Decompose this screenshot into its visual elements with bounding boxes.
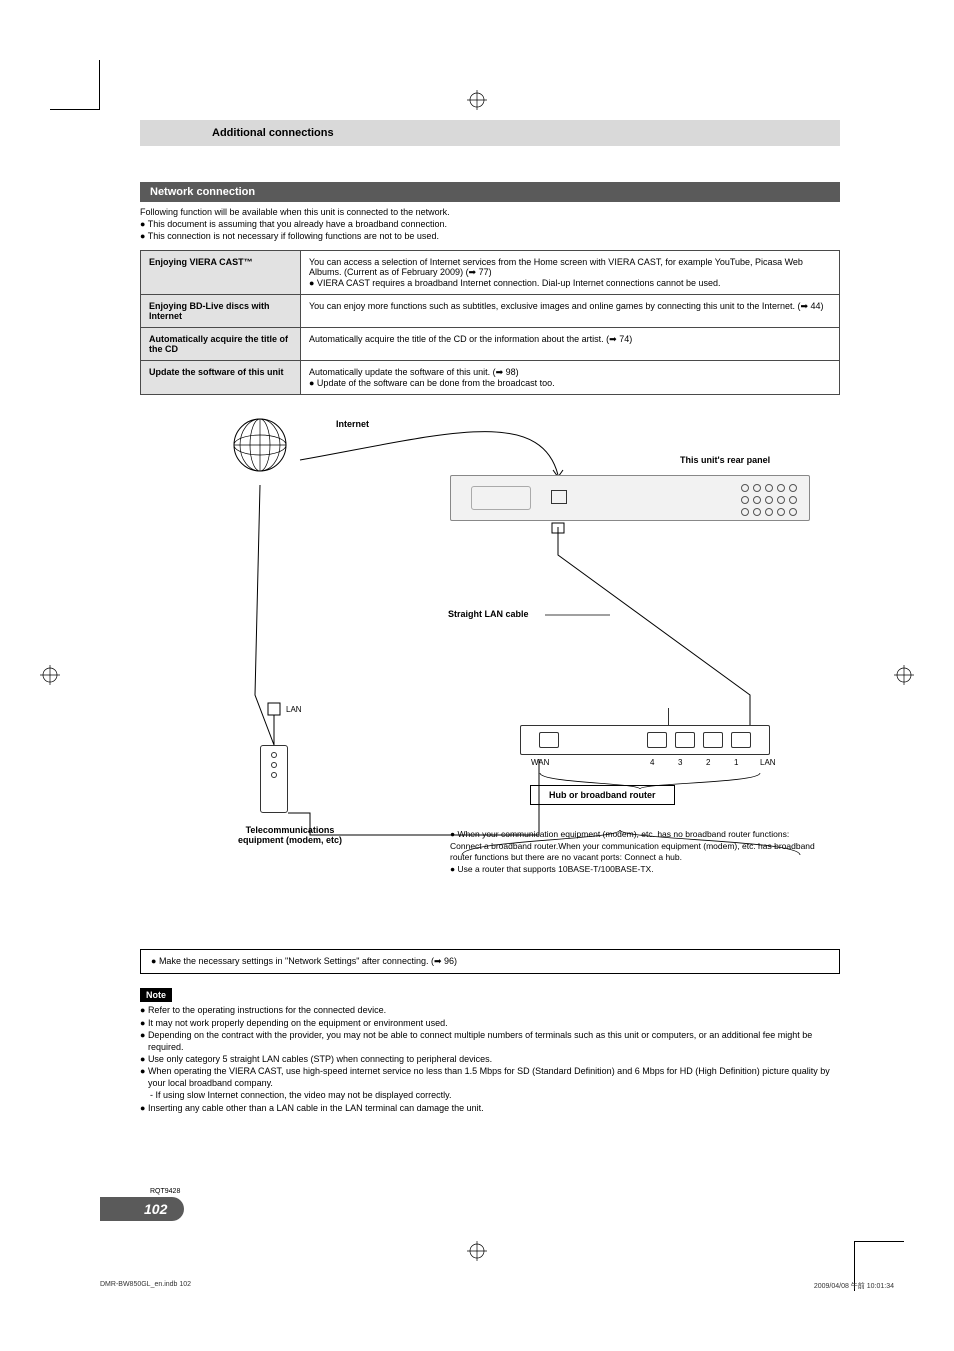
feature-body: You can access a selection of Internet s… xyxy=(301,251,840,295)
intro-bullet: ● This document is assuming that you alr… xyxy=(140,218,840,230)
registration-mark-bottom-icon xyxy=(467,1241,487,1261)
table-row: Update the software of this unit Automat… xyxy=(141,361,840,395)
print-info: DMR-BW850GL_en.indb 102 2009/04/08 午前 10… xyxy=(100,1281,894,1291)
rqt-code: RQT9428 xyxy=(150,1188,860,1195)
feature-header: Automatically acquire the title of the C… xyxy=(141,328,301,361)
settings-note-box: ● Make the necessary settings in "Networ… xyxy=(140,949,840,974)
registration-mark-right-icon xyxy=(894,665,914,685)
note-item: It may not work properly depending on th… xyxy=(140,1017,840,1029)
crop-mark-top-left xyxy=(50,60,100,110)
diagram-notes: When your communication equipment (modem… xyxy=(450,829,820,875)
diagram-note-item: Use a router that supports 10BASE-T/100B… xyxy=(450,864,820,875)
feature-header: Enjoying BD-Live discs with Internet xyxy=(141,295,301,328)
wan-label: WAN xyxy=(531,758,549,767)
banner-title: Additional connections xyxy=(212,127,334,139)
note-item: Refer to the operating instructions for … xyxy=(140,1004,840,1016)
page-content: Additional connections Network connectio… xyxy=(140,120,840,1114)
feature-body: Automatically acquire the title of the C… xyxy=(301,328,840,361)
diagram-note-item: When your communication equipment (modem… xyxy=(450,829,820,863)
page-number: 102 xyxy=(144,1201,167,1217)
table-row: Enjoying BD-Live discs with Internet You… xyxy=(141,295,840,328)
registration-mark-top-icon xyxy=(467,90,487,110)
feature-body: Automatically update the software of thi… xyxy=(301,361,840,395)
internet-label: Internet xyxy=(336,419,369,429)
note-header: Note xyxy=(140,988,172,1002)
feature-header: Enjoying VIERA CAST™ xyxy=(141,251,301,295)
notes-list: Refer to the operating instructions for … xyxy=(140,1004,840,1113)
page-number-badge: 102 xyxy=(100,1197,184,1221)
note-item: Inserting any cable other than a LAN cab… xyxy=(140,1102,840,1114)
table-row: Automatically acquire the title of the C… xyxy=(141,328,840,361)
lan-num-3: 3 xyxy=(678,758,682,767)
lan-num-2: 2 xyxy=(706,758,710,767)
router-icon xyxy=(520,725,770,755)
settings-note-text: Make the necessary settings in "Network … xyxy=(159,956,457,966)
note-item: Use only category 5 straight LAN cables … xyxy=(140,1053,840,1065)
feature-body: You can enjoy more functions such as sub… xyxy=(301,295,840,328)
registration-mark-left-icon xyxy=(40,665,60,685)
print-info-left: DMR-BW850GL_en.indb 102 xyxy=(100,1281,191,1291)
internet-globe-icon xyxy=(230,415,290,478)
table-row: Enjoying VIERA CAST™ You can access a se… xyxy=(141,251,840,295)
banner: Additional connections xyxy=(140,120,840,146)
note-item: When operating the VIERA CAST, use high-… xyxy=(140,1065,840,1089)
page-footer: RQT9428 102 xyxy=(100,1188,860,1221)
intro-bullet: ● This connection is not necessary if fo… xyxy=(140,230,840,242)
lan-num-4: 4 xyxy=(650,758,654,767)
features-table: Enjoying VIERA CAST™ You can access a se… xyxy=(140,250,840,395)
lan-label: LAN xyxy=(760,758,776,767)
lan-cable-label: Straight LAN cable xyxy=(448,609,529,619)
intro-text: Following function will be available whe… xyxy=(140,206,840,242)
modem-caption: Telecommunications equipment (modem, etc… xyxy=(230,825,350,845)
note-item: Depending on the contract with the provi… xyxy=(140,1029,840,1053)
print-info-right: 2009/04/08 午前 10:01:34 xyxy=(814,1281,894,1291)
rear-panel-icon xyxy=(450,475,810,521)
intro-line: Following function will be available whe… xyxy=(140,206,840,218)
lan-num-1: 1 xyxy=(734,758,738,767)
rear-panel-label: This unit's rear panel xyxy=(680,455,770,465)
connection-diagram: Internet This unit's rear panel Straight… xyxy=(140,415,840,925)
feature-header: Update the software of this unit xyxy=(141,361,301,395)
note-subitem: If using slow Internet connection, the v… xyxy=(140,1089,840,1101)
modem-lan-label: LAN xyxy=(286,705,302,714)
modem-icon xyxy=(260,745,288,813)
section-heading: Network connection xyxy=(140,182,840,202)
hub-label: Hub or broadband router xyxy=(530,785,675,805)
